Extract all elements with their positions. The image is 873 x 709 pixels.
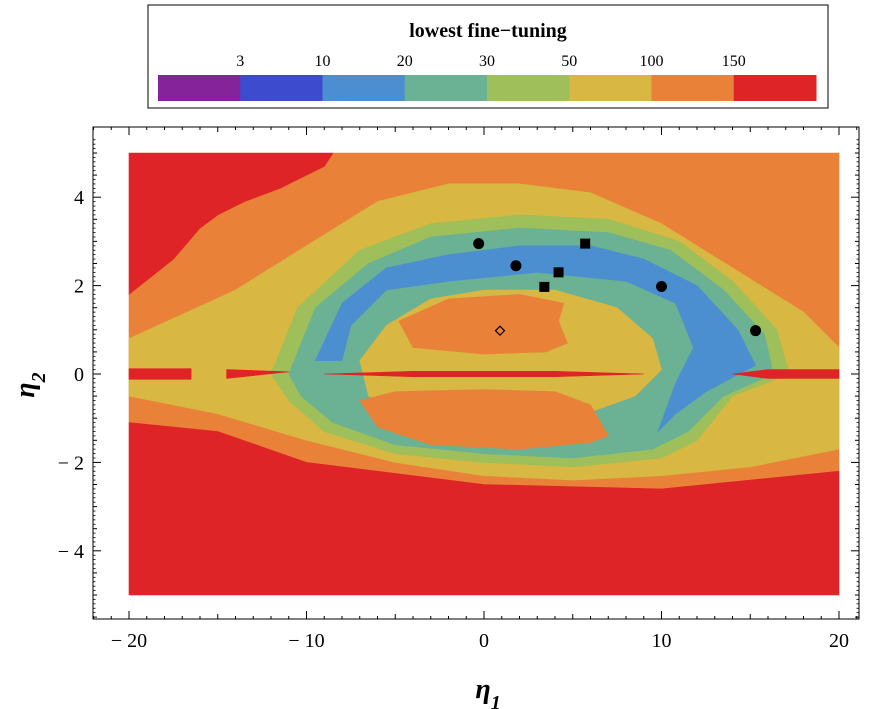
x-axis-title: η1 [475, 674, 500, 709]
region-level-2-4 [315, 245, 756, 432]
legend-tick-label: 10 [315, 53, 331, 70]
legend-swatch-3 [404, 75, 488, 101]
x-tick-label: − 20 [111, 630, 147, 652]
marker-square-5 [553, 267, 564, 278]
legend: lowest fine−tuning 3 10 20 30 50 100 150 [147, 4, 829, 109]
region-level-7-11 [128, 368, 192, 380]
region-level-7-13 [323, 370, 645, 378]
y-axis-title: η2 [10, 372, 50, 397]
y-tick-label: 0 [74, 364, 84, 386]
marker-circle-1 [510, 260, 522, 272]
y-tick-label: − 4 [58, 541, 84, 563]
x-tick-label: − 10 [288, 630, 324, 652]
legend-swatch-7 [733, 75, 817, 101]
legend-tick-label: 20 [397, 53, 413, 70]
legend-tick-label: 30 [479, 53, 495, 70]
legend-swatch-2 [322, 75, 406, 101]
legend-swatch-5 [569, 75, 652, 101]
y-tick-label: 2 [74, 276, 84, 298]
region-level-7-14 [732, 369, 840, 379]
legend-tick-label: 50 [561, 53, 577, 70]
region-level-7-9 [128, 152, 334, 295]
legend-swatches [158, 75, 817, 101]
legend-swatch-1 [240, 75, 323, 101]
x-tick-label: 0 [479, 630, 489, 652]
legend-tick-label: 3 [236, 53, 244, 70]
marker-diamond-7 [494, 325, 506, 337]
axes-frame [92, 126, 860, 620]
legend-ticks: 3 10 20 30 50 100 150 [236, 53, 746, 70]
legend-tick-label: 150 [722, 53, 746, 70]
x-tick-label: 10 [652, 630, 672, 652]
legend-tick-label: 100 [640, 53, 664, 70]
marker-square-6 [580, 238, 591, 249]
marker-circle-2 [656, 280, 667, 292]
x-tick-label: 20 [829, 630, 849, 652]
legend-swatch-6 [651, 75, 735, 101]
y-tick-label: − 2 [58, 452, 84, 474]
legend-title: lowest fine−tuning [409, 20, 567, 42]
y-tick-label: 4 [74, 187, 84, 209]
region-level-6-7 [398, 294, 568, 355]
legend-swatch-4 [487, 75, 570, 101]
marker-circle-3 [750, 325, 762, 337]
marker-square-4 [539, 281, 550, 292]
marker-circle-0 [473, 238, 485, 250]
markers [473, 238, 762, 337]
region-level-7-12 [226, 369, 290, 379]
legend-swatch-0 [158, 75, 241, 101]
region-level-6-8 [359, 389, 609, 450]
region-level-7-10 [128, 422, 840, 596]
heatmap-regions [128, 152, 840, 596]
